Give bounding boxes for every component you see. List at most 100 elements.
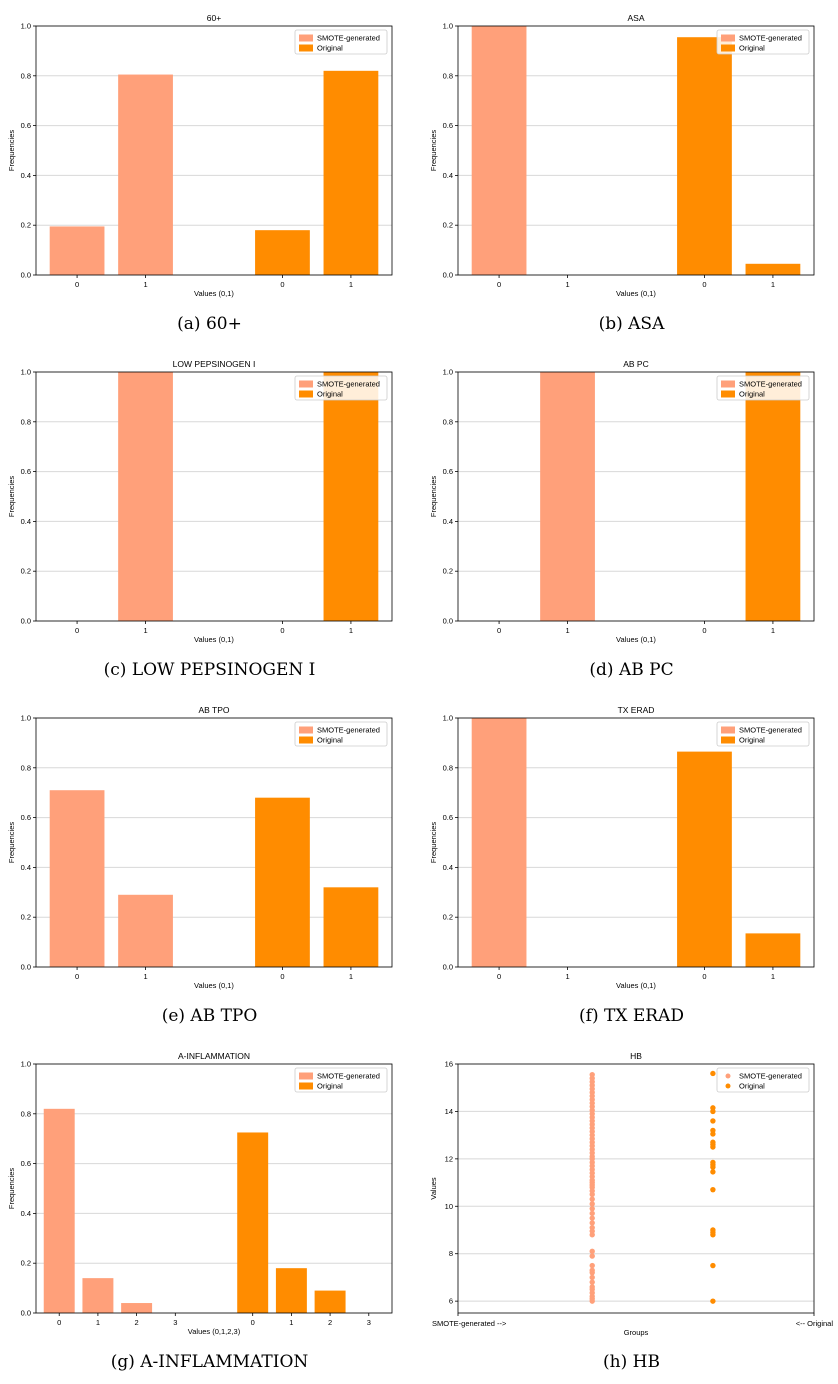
chart-svg: 0.0 0.2 0.4 0.6 0.8 1.0 0 1 2 3 0 1 2 3 Values (0,1,2,… bbox=[7, 1051, 393, 1336]
chart-title: TX ERAD bbox=[618, 705, 655, 715]
x-axis-label: Values (0,1,2,3) bbox=[188, 1327, 241, 1336]
chart-panel: 0.0 0.2 0.4 0.6 0.8 1.0 0 1 0 1 Values (0,1) AB PC F… bbox=[422, 346, 838, 692]
x-tick-label: 1 bbox=[143, 972, 147, 981]
plot-frame bbox=[35, 717, 393, 968]
point-smote bbox=[589, 1267, 595, 1274]
chart-panel: 0.0 0.2 0.4 0.6 0.8 1.0 0 1 0 1 Values (0,1) TX ERA… bbox=[422, 692, 838, 1038]
point-smote bbox=[589, 1210, 595, 1217]
bar-original bbox=[677, 751, 732, 967]
legend-box bbox=[716, 721, 810, 747]
chart-title: 60+ bbox=[207, 13, 221, 23]
legend-label: SMOTE-generated bbox=[317, 380, 380, 389]
bar-original bbox=[255, 797, 310, 967]
y-tick-label: 0.4 bbox=[21, 171, 31, 180]
x-tick-label: 0 bbox=[75, 626, 79, 635]
y-tick-label: 0.2 bbox=[443, 221, 453, 230]
legend-swatch-original bbox=[721, 736, 735, 744]
point-original bbox=[710, 1127, 716, 1134]
y-tick-label: 14 bbox=[445, 1107, 453, 1116]
y-axis-label: Frequencies bbox=[429, 130, 438, 172]
chart-panel: 0.0 0.2 0.4 0.6 0.8 1.0 0 1 2 3 0 1 2 3 Values (0,1,2,… bbox=[0, 1038, 419, 1384]
plot-frame bbox=[457, 371, 815, 622]
y-axis-label: Frequencies bbox=[7, 130, 16, 172]
chart-svg: 0.0 0.2 0.4 0.6 0.8 1.0 0 1 0 1 Values (0,1) ASA Fre… bbox=[429, 13, 815, 298]
legend-label: Original bbox=[739, 736, 765, 745]
x-tick-label: 0 bbox=[702, 626, 706, 635]
x-tick-label: 1 bbox=[565, 280, 569, 289]
legend-box bbox=[716, 29, 810, 55]
chart-title: ASA bbox=[627, 13, 644, 23]
y-tick-label: 0.0 bbox=[443, 963, 453, 972]
chart-title: AB TPO bbox=[198, 705, 229, 715]
y-tick-label: 0.4 bbox=[21, 517, 31, 526]
legend-label: SMOTE-generated bbox=[739, 34, 802, 43]
x-axis-label: Values (0,1) bbox=[194, 635, 234, 644]
plot-frame bbox=[35, 1063, 393, 1314]
x-tick-label: 1 bbox=[771, 972, 775, 981]
x-tick-label: 1 bbox=[143, 626, 147, 635]
legend-swatch-smote bbox=[299, 726, 313, 734]
y-tick-label: 0.0 bbox=[443, 617, 453, 626]
x-tick-label: 0 bbox=[280, 626, 284, 635]
x-axis-label: Values (0,1) bbox=[194, 981, 234, 990]
bar-smote bbox=[49, 226, 105, 275]
y-axis-label: Frequencies bbox=[429, 822, 438, 864]
x-axis-label: Values (0,1) bbox=[616, 981, 656, 990]
x-tick-label: 1 bbox=[349, 280, 353, 289]
y-tick-label: 0.8 bbox=[21, 71, 31, 80]
y-tick-label: 0.6 bbox=[21, 467, 31, 476]
y-tick-label: 0.4 bbox=[443, 171, 453, 180]
legend-swatch-original bbox=[725, 1083, 731, 1089]
x-axis-label: Values (0,1) bbox=[616, 635, 656, 644]
chart-panel: 0.0 0.2 0.4 0.6 0.8 1.0 0 1 0 1 Values (0,1) 60+ Fre… bbox=[0, 0, 419, 346]
y-tick-label: 1.0 bbox=[21, 1060, 31, 1069]
x-tick-label: 1 bbox=[96, 1318, 100, 1327]
chart-svg: 0.0 0.2 0.4 0.6 0.8 1.0 0 1 0 1 Values (0,1) 60+ Fre… bbox=[7, 13, 393, 298]
legend-box bbox=[294, 375, 388, 401]
figure-caption: (b) ASA bbox=[598, 314, 665, 334]
x-tick-label: 0 bbox=[57, 1318, 61, 1327]
y-tick-label: 0.0 bbox=[21, 1309, 31, 1318]
x-tick-label: 1 bbox=[565, 626, 569, 635]
y-tick-label: 0.6 bbox=[21, 1159, 31, 1168]
y-axis-label: Frequencies bbox=[7, 822, 16, 864]
y-tick-label: 12 bbox=[445, 1154, 453, 1163]
bar-original bbox=[745, 263, 801, 275]
legend-label: Original bbox=[317, 1082, 343, 1091]
point-original bbox=[710, 1118, 716, 1124]
legend-label: SMOTE-generated bbox=[739, 380, 802, 389]
y-tick-label: 1.0 bbox=[21, 22, 31, 31]
y-tick-label: 0.8 bbox=[443, 763, 453, 772]
point-smote bbox=[589, 1262, 595, 1269]
y-tick-label: 0.4 bbox=[443, 517, 453, 526]
point-original bbox=[710, 1105, 716, 1111]
y-axis-label: Frequencies bbox=[429, 476, 438, 518]
figure-caption: (c) LOW PEPSINOGEN I bbox=[103, 660, 316, 680]
y-tick-label: 0.4 bbox=[443, 863, 453, 872]
plot-frame bbox=[35, 25, 393, 276]
legend-label: Original bbox=[739, 1082, 765, 1091]
chart-title: LOW PEPSINOGEN I bbox=[173, 359, 256, 369]
x-tick-label: 0 bbox=[75, 280, 79, 289]
y-tick-label: 0.6 bbox=[21, 813, 31, 822]
y-tick-label: 10 bbox=[445, 1202, 453, 1211]
bar-original bbox=[677, 37, 732, 275]
y-tick-label: 0.6 bbox=[443, 813, 453, 822]
point-smote bbox=[589, 1196, 595, 1202]
x-tick-label: 0 bbox=[75, 972, 79, 981]
point-smote bbox=[589, 1220, 595, 1226]
x-tick-label: 1 bbox=[143, 280, 147, 289]
point-smote bbox=[589, 1248, 595, 1255]
bar-original bbox=[314, 1290, 346, 1313]
y-tick-label: 0.2 bbox=[21, 1259, 31, 1268]
bar-smote bbox=[82, 1278, 114, 1313]
x-tick-label: 0 bbox=[702, 972, 706, 981]
y-tick-label: 0.6 bbox=[443, 467, 453, 476]
x-end-label-left: SMOTE-generated --> bbox=[432, 1319, 507, 1328]
y-axis-label: Values bbox=[429, 1177, 438, 1200]
legend-box bbox=[294, 1067, 388, 1093]
legend-label: SMOTE-generated bbox=[317, 726, 380, 735]
bar-original bbox=[275, 1268, 307, 1313]
